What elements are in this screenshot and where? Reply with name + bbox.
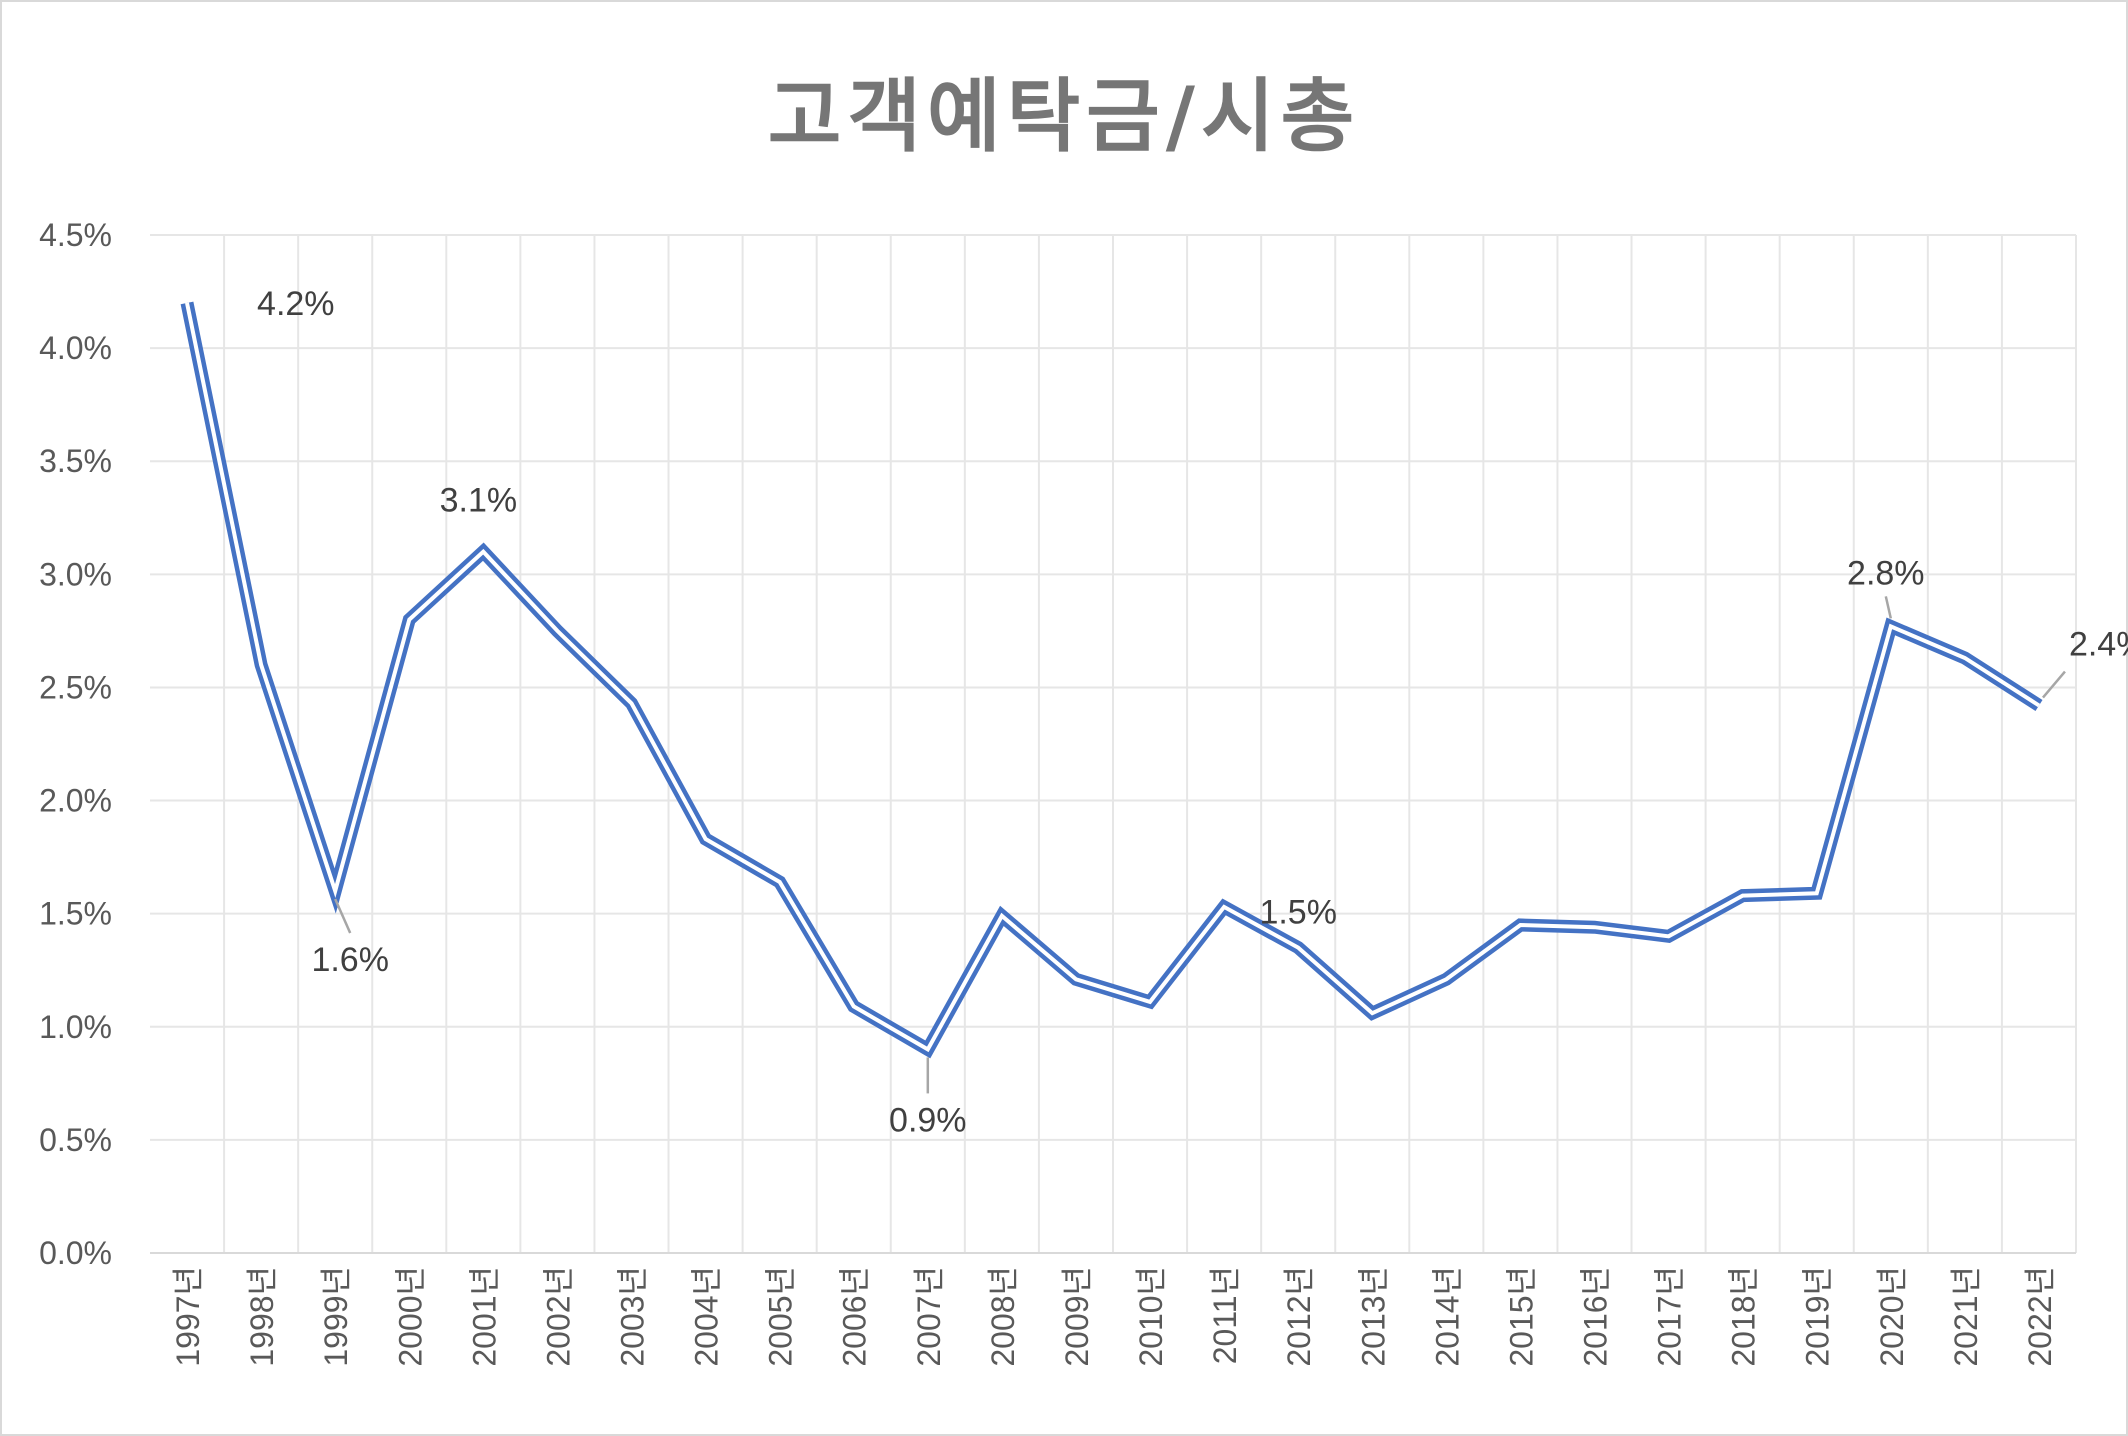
data-label: 1.6% (311, 941, 389, 979)
y-tick-label: 1.0% (39, 1009, 112, 1045)
data-point (1371, 1012, 1373, 1014)
x-tick-label: 1997년 (170, 1266, 206, 1367)
series-layer (180, 301, 2043, 1059)
x-tick-label: 2017년 (1652, 1266, 1688, 1367)
y-tick-label: 1.5% (39, 896, 112, 932)
data-point (705, 838, 707, 840)
data-point (631, 702, 633, 704)
x-tick-label: 2001년 (466, 1266, 502, 1367)
x-tick-label: 1999년 (318, 1266, 354, 1367)
data-point (853, 1005, 855, 1007)
gridlines (150, 234, 2077, 1253)
chart-title: 고객예탁금/시총 (767, 70, 1361, 163)
y-tick-label: 3.0% (39, 556, 112, 592)
data-label-leader (1884, 596, 1893, 619)
x-tick-label: 2004년 (689, 1266, 725, 1367)
x-tick-label: 2012년 (1281, 1266, 1317, 1367)
x-tick-label: 2000년 (392, 1266, 428, 1367)
x-tick-label: 2009년 (1059, 1266, 1095, 1367)
x-tick-label: 2006년 (837, 1266, 873, 1367)
data-label: 1.5% (1259, 894, 1337, 932)
data-point (334, 890, 336, 892)
y-tick-label: 2.0% (39, 783, 112, 819)
data-label-leader (334, 898, 352, 934)
axes: 0.0% 0.5% 1.0% 1.5% 2.0% 2.5% 3.0% 3.5% 4.0% 4.5%… (39, 217, 2076, 1367)
data-point (556, 630, 558, 632)
data-point (927, 1048, 929, 1050)
series-line-inner (185, 302, 2041, 1053)
y-tick-label: 2.5% (39, 669, 112, 705)
x-tick-label: 2010년 (1133, 1266, 1169, 1367)
data-point (1297, 947, 1299, 949)
x-tick-label: 2019년 (1800, 1266, 1836, 1367)
x-tick-label: 2013년 (1355, 1266, 1391, 1367)
data-point (1519, 924, 1521, 926)
data-point (260, 664, 262, 666)
data-labels: 4.2% 1.6% 3.1% 0.9% 1.5% 2.8% 2.4% (257, 285, 2128, 1140)
x-tick-label: 2022년 (2022, 1266, 2058, 1367)
data-point (1075, 978, 1077, 980)
x-tick-label: 2007년 (911, 1266, 947, 1367)
data-point (186, 302, 188, 304)
x-tick-label: 2008년 (985, 1266, 1021, 1367)
data-label-leader (2042, 670, 2066, 699)
x-tick-label: 2015년 (1503, 1266, 1539, 1367)
x-tick-label: 2016년 (1578, 1266, 1614, 1367)
data-label: 0.9% (889, 1101, 967, 1139)
data-point (1223, 906, 1225, 908)
y-tick-label: 4.5% (39, 217, 112, 253)
y-tick-label: 0.0% (39, 1235, 112, 1271)
x-tick-label: 2005년 (763, 1266, 799, 1367)
y-tick-label: 3.5% (39, 443, 112, 479)
y-tick-label: 4.0% (39, 330, 112, 366)
data-point (1149, 1001, 1151, 1003)
data-label: 3.1% (440, 482, 518, 520)
data-point (1001, 915, 1003, 917)
data-point (1816, 892, 1818, 894)
x-tick-label: 1998년 (244, 1266, 280, 1367)
data-point (779, 881, 781, 883)
x-tick-label: 2021년 (1948, 1266, 1984, 1367)
x-tick-label: 2003년 (615, 1266, 651, 1367)
data-point (408, 619, 410, 621)
x-tick-label: 2018년 (1726, 1266, 1762, 1367)
x-tick-label: 2014년 (1429, 1266, 1465, 1367)
data-point (1742, 895, 1744, 897)
data-label: 4.2% (257, 285, 335, 323)
data-point (1668, 935, 1670, 937)
data-point (1890, 625, 1892, 627)
data-label: 2.8% (1847, 554, 1925, 592)
data-point (2038, 705, 2040, 707)
x-tick-label: 2002년 (540, 1266, 576, 1367)
x-tick-label: 2011년 (1207, 1266, 1243, 1364)
data-point (1445, 978, 1447, 980)
data-point (1964, 657, 1966, 659)
data-label: 2.4% (2069, 626, 2128, 664)
x-tick-label: 2020년 (1874, 1266, 1910, 1367)
data-point (1594, 926, 1596, 928)
data-point (482, 551, 484, 553)
y-tick-label: 0.5% (39, 1122, 112, 1158)
